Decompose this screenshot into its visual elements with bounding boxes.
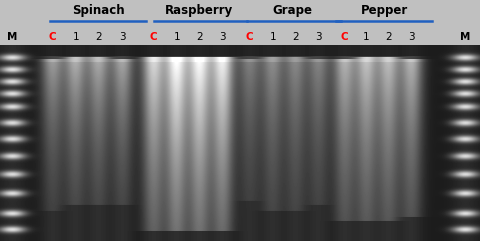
Text: M: M	[460, 32, 471, 41]
Text: 2: 2	[385, 32, 392, 41]
Text: 3: 3	[219, 32, 226, 41]
Text: 1: 1	[363, 32, 370, 41]
Text: C: C	[49, 32, 57, 41]
Text: 2: 2	[196, 32, 203, 41]
Text: 2: 2	[292, 32, 299, 41]
Text: 3: 3	[408, 32, 415, 41]
Text: 1: 1	[173, 32, 180, 41]
Text: 1: 1	[269, 32, 276, 41]
Text: 1: 1	[72, 32, 79, 41]
Text: Spinach: Spinach	[72, 4, 125, 17]
Text: C: C	[150, 32, 157, 41]
Text: 2: 2	[95, 32, 102, 41]
Text: Grape: Grape	[273, 4, 313, 17]
Text: Pepper: Pepper	[360, 4, 408, 17]
Text: M: M	[7, 32, 17, 41]
Text: C: C	[341, 32, 348, 41]
Text: 3: 3	[119, 32, 126, 41]
Text: Raspberry: Raspberry	[165, 4, 233, 17]
Text: C: C	[246, 32, 253, 41]
Text: 3: 3	[315, 32, 322, 41]
